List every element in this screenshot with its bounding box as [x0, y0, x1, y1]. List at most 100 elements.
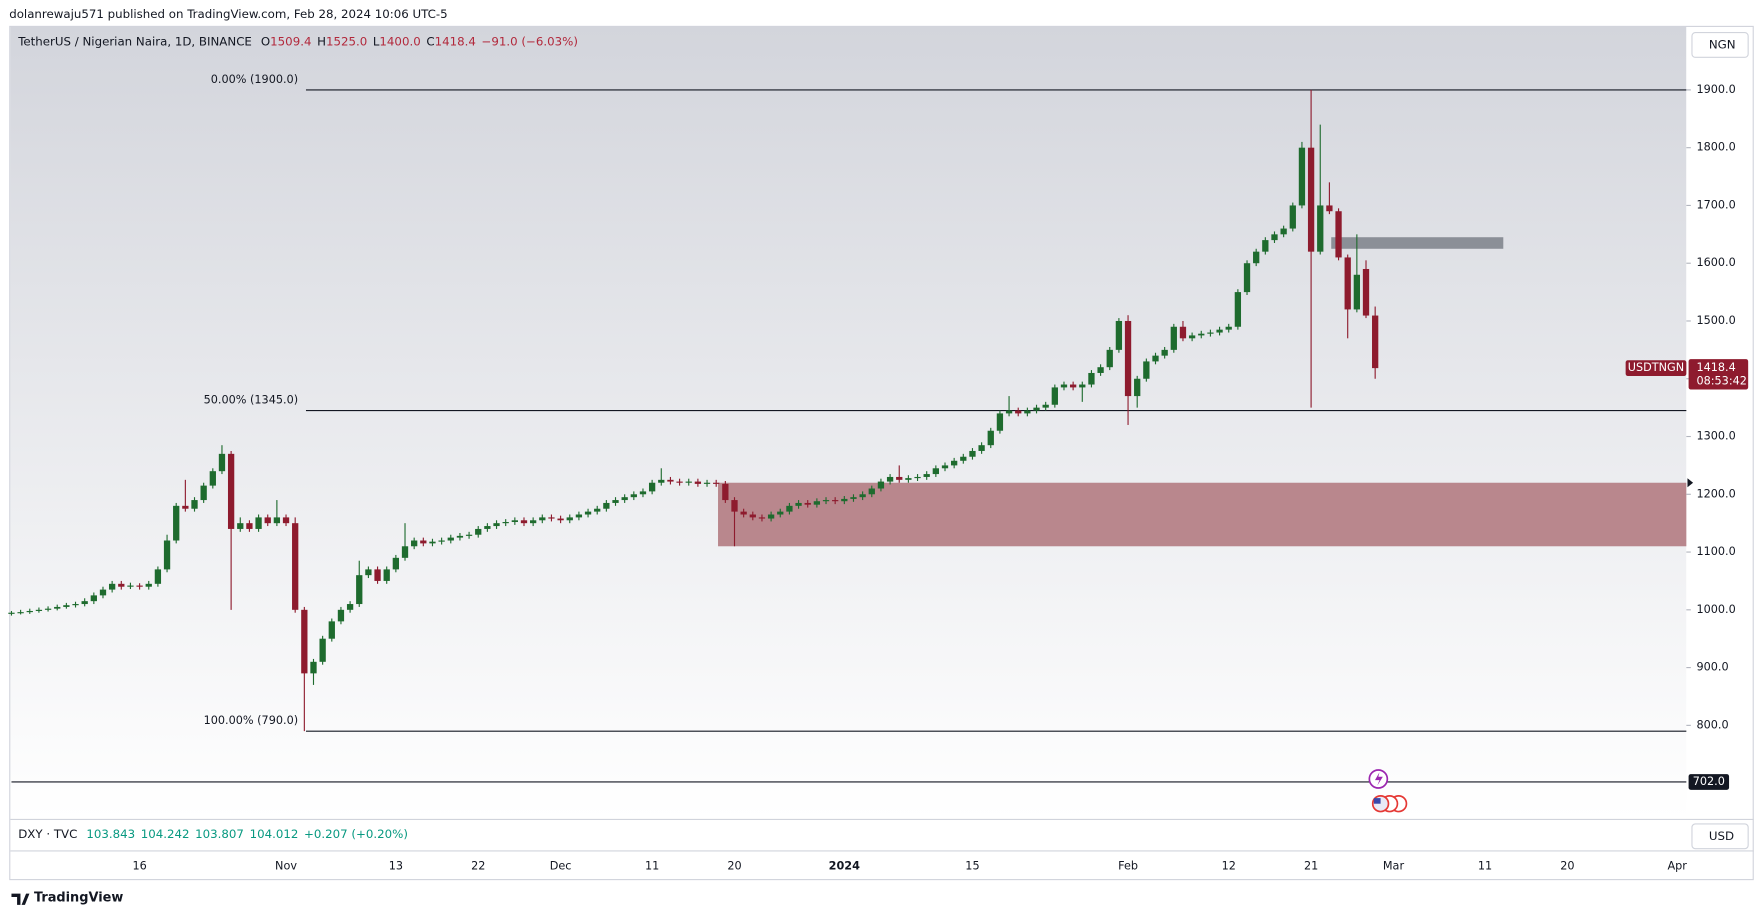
candle-body — [1335, 211, 1342, 258]
ohlc-key: H — [317, 34, 326, 48]
candle-body — [1344, 257, 1351, 310]
y-tick-label: 900.0 — [1696, 661, 1728, 674]
candle-body — [822, 500, 830, 502]
candle-body — [548, 517, 555, 519]
candle-body — [237, 523, 244, 529]
candle-body — [1372, 315, 1379, 369]
ohlc-key: O — [261, 34, 270, 48]
candle-body — [365, 569, 372, 576]
y-tick-label: 1900.0 — [1696, 83, 1735, 96]
candle-body — [26, 610, 33, 613]
zone-marker — [1687, 478, 1694, 488]
candle-body — [227, 453, 235, 529]
candle-body — [1216, 329, 1223, 333]
legend-header: TetherUS / Nigerian Naira, 1D, BINANCE O1… — [17, 34, 578, 48]
frame — [9, 25, 1754, 881]
candle-body — [786, 505, 793, 512]
candle-body — [1069, 384, 1077, 388]
price-tag — [1688, 359, 1749, 390]
tv-logo — [11, 893, 30, 905]
x-tick-label: 15 — [965, 860, 979, 873]
candle-body — [740, 511, 747, 515]
candle-body — [777, 511, 784, 515]
candle-body — [475, 528, 482, 535]
change: −91.0 (−6.03%) — [481, 34, 577, 48]
candle-body — [1051, 387, 1058, 405]
candle-body — [1362, 268, 1370, 316]
pane-currency-button[interactable] — [1691, 823, 1749, 850]
candle-body — [868, 488, 875, 495]
pane-value: +0.207 (+0.20%) — [304, 827, 408, 841]
pane-legend: DXY · TVC 103.843 104.242 103.807 104.012 +0.… — [18, 827, 408, 841]
candle-body — [1005, 410, 1013, 414]
candle-body — [1015, 410, 1022, 414]
y-tick-label: 1000.0 — [1696, 603, 1735, 616]
y-tick-label: 800.0 — [1696, 718, 1728, 731]
ohlc-value: 1400.0 — [379, 34, 420, 48]
x-tick-label: Apr — [1667, 860, 1687, 873]
candle-body — [914, 476, 921, 479]
candle-body — [465, 534, 473, 536]
candle-body — [813, 501, 821, 505]
candle-body — [1042, 404, 1049, 408]
candle-body — [1307, 147, 1315, 252]
symbol-tag-label: USDTNGN — [1628, 361, 1684, 374]
candle-body — [35, 609, 43, 611]
candle-body — [127, 585, 134, 587]
x-tick-label: 21 — [1304, 860, 1318, 873]
candle-body — [218, 453, 226, 472]
flag-icons[interactable] — [1371, 795, 1408, 813]
candle-body — [566, 517, 573, 521]
symbol-tag — [1625, 360, 1687, 376]
candle-body — [1253, 251, 1260, 264]
candle-body — [713, 482, 720, 484]
candle-body — [292, 523, 299, 610]
candle-body — [374, 569, 381, 581]
candle-body — [758, 517, 766, 519]
candle-body — [1317, 205, 1324, 252]
candle-body — [154, 569, 162, 584]
candle-body — [310, 661, 317, 674]
candle-body — [447, 537, 454, 541]
candle-body — [145, 583, 152, 587]
candle-body — [8, 612, 15, 614]
candle-body — [401, 546, 409, 558]
candle-body — [575, 514, 583, 518]
candle-body — [1289, 205, 1296, 229]
countdown: 08:53:42 — [1696, 375, 1746, 388]
candle-body — [584, 511, 592, 515]
candle-body — [1060, 384, 1068, 388]
candle-body — [969, 450, 976, 457]
candle-body — [850, 497, 857, 499]
candle-body — [173, 505, 180, 541]
candle-body — [1115, 320, 1123, 350]
candle-body — [594, 508, 601, 512]
x-tick-label: 16 — [132, 860, 146, 873]
candle-body — [356, 575, 363, 605]
candle-body — [81, 601, 88, 605]
pane-value: 103.843 — [86, 827, 135, 841]
candle-body — [301, 609, 308, 674]
candle-body — [1188, 335, 1196, 339]
y-tick-label: 1100.0 — [1696, 545, 1735, 558]
candle-body — [392, 557, 400, 570]
ohlc-key: C — [426, 34, 434, 48]
candle-body — [1079, 384, 1086, 388]
candle-body — [200, 485, 207, 501]
pane-currency-label: USD — [1709, 829, 1734, 843]
candle-body — [99, 589, 107, 596]
candle-body — [209, 471, 216, 486]
candle-body — [941, 465, 949, 469]
candle-body — [987, 430, 994, 446]
currency-button[interactable] — [1691, 32, 1749, 58]
y-tick-label: 1500.0 — [1696, 314, 1735, 327]
candle-body — [603, 502, 610, 509]
candle-body — [648, 482, 656, 492]
x-tick-label: 20 — [727, 860, 741, 873]
x-tick-label: Mar — [1383, 860, 1405, 873]
candle-body — [264, 517, 271, 524]
candle-body — [1097, 367, 1104, 373]
candle-body — [1124, 320, 1132, 397]
candle-body — [996, 413, 1004, 431]
